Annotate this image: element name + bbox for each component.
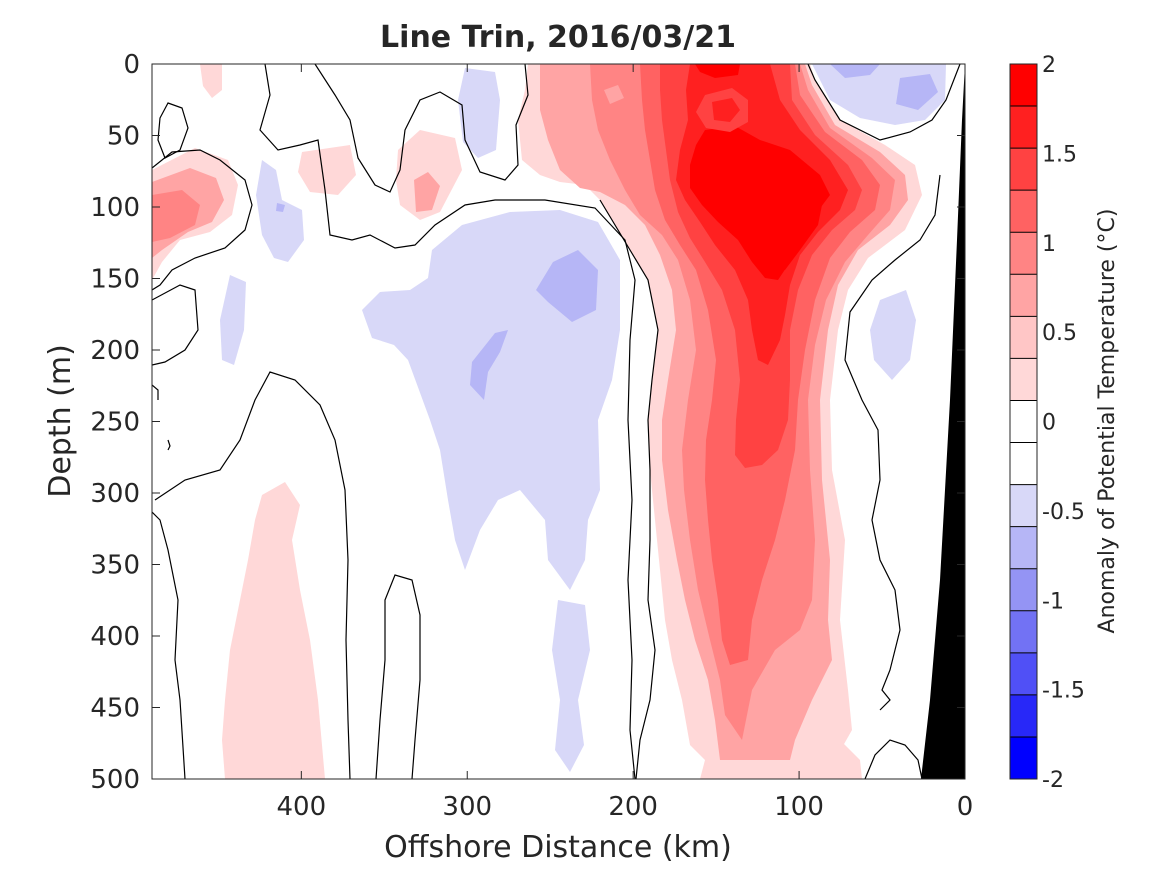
y-tick-label: 450 (90, 694, 140, 724)
colorbar-swatch (1010, 232, 1037, 275)
colorbar-tick-label: 1.5 (1042, 142, 1077, 167)
x-tick-label: 100 (774, 792, 824, 822)
y-tick-label: 0 (123, 50, 140, 80)
zero-contour-13 (844, 174, 941, 711)
warm-patch-left-0.75 (152, 190, 200, 242)
colorbar-swatch (1010, 484, 1037, 528)
colorbar-tick-label: -1.5 (1042, 679, 1085, 704)
colorbar-tick-label: -1 (1042, 589, 1064, 614)
zero-contour-1 (157, 102, 189, 159)
colorbar-swatch (1010, 64, 1037, 107)
zero-contour-3 (259, 64, 636, 779)
cool-patch-small-left (220, 275, 246, 365)
colorbar: 2 1.5 1 0.5 0 -0.5 -1 -1.5 -2 (1009, 53, 1085, 793)
chart-title: Line Trin, 2016/03/21 (380, 20, 736, 55)
colorbar-swatch (1010, 190, 1037, 233)
zero-contour-10 (375, 574, 421, 779)
x-tick-label: 0 (957, 792, 974, 822)
colorbar-swatch (1010, 106, 1037, 149)
warm-patch-mid-0.5 (414, 172, 440, 212)
y-tick-label: 50 (107, 122, 140, 152)
colorbar-tick-label: 0 (1042, 411, 1056, 436)
cool-patch-inshore (870, 290, 916, 380)
y-tick-label: 300 (90, 479, 140, 509)
warm-patch-small-top (604, 85, 624, 104)
y-tick-label: 400 (90, 622, 140, 652)
cool-core-surface-2 (896, 74, 938, 110)
colorbar-tick-label: -0.5 (1042, 500, 1085, 525)
colorbar-swatch (1010, 148, 1037, 191)
cool-core-filament (470, 330, 508, 400)
zero-contour-7 (167, 439, 171, 451)
cool-patch-central (458, 68, 500, 158)
x-axis-label: Offshore Distance (km) (384, 830, 732, 865)
y-tick-label: 250 (90, 408, 140, 438)
colorbar-swatch (1010, 274, 1037, 317)
bathymetry-mask (921, 64, 965, 779)
colorbar-swatch (1010, 526, 1037, 570)
zero-contour-14 (864, 739, 923, 779)
colorbar-label: Anomaly of Potential Temperature (°C) (1095, 209, 1120, 634)
cool-core-tiny (276, 203, 285, 212)
warm-patch-surface-left (200, 64, 222, 98)
zero-contours (152, 64, 961, 779)
x-tick-label: 400 (277, 792, 327, 822)
colorbar-swatch (1010, 652, 1037, 696)
colorbar-swatch (1010, 400, 1037, 444)
colorbar-tick-label: 1 (1042, 232, 1056, 257)
zero-contour-11 (599, 199, 659, 779)
warm-patch-deep-0.25 (222, 482, 325, 779)
warm-patch-mid-surface (298, 145, 356, 195)
y-tick-label: 200 (90, 336, 140, 366)
cool-core-central (536, 250, 598, 322)
y-tick-label: 350 (90, 551, 140, 581)
y-tick-label: 150 (90, 265, 140, 295)
warm-core-2.0 (732, 165, 822, 270)
colorbar-tick-label: -2 (1042, 768, 1064, 793)
warm-anomaly-regions (152, 64, 922, 779)
colorbar-swatch (1010, 694, 1037, 738)
plot-area (152, 64, 965, 779)
y-tick-label: 500 (90, 765, 140, 795)
colorbar-swatch (1010, 568, 1037, 612)
warm-patch-deep-edge (820, 740, 862, 779)
zero-contour-5 (152, 284, 199, 366)
zero-contour-2 (152, 149, 253, 291)
colorbar-tick-label: 0.5 (1042, 321, 1077, 346)
zero-contour-6 (152, 384, 159, 400)
zero-contour-8 (154, 371, 351, 779)
colorbar-frame (1009, 63, 1038, 780)
colorbar-swatch (1010, 442, 1037, 486)
cool-anomaly-regions (220, 64, 946, 772)
y-tick-label: 100 (90, 193, 140, 223)
zero-contour-12 (807, 64, 961, 141)
zero-contour-9 (152, 511, 186, 779)
warm-level-1.5-inner (712, 98, 740, 122)
x-tick-label: 300 (442, 792, 492, 822)
zero-contour-4 (314, 64, 529, 193)
x-tick-label: 200 (608, 792, 658, 822)
y-axis: 0 50 100 150 200 250 300 350 400 450 500 (90, 50, 965, 795)
cool-patch-lower (552, 600, 590, 772)
colorbar-swatch (1010, 736, 1037, 780)
x-axis: 400 300 200 100 0 (277, 64, 974, 822)
colorbar-tick-label: 2 (1042, 53, 1056, 78)
colorbar-swatch (1010, 358, 1037, 401)
cool-core-surface-1 (830, 64, 880, 78)
y-axis-label: Depth (m) (43, 344, 78, 498)
colorbar-swatch (1010, 610, 1037, 654)
colorbar-swatch (1010, 316, 1037, 359)
